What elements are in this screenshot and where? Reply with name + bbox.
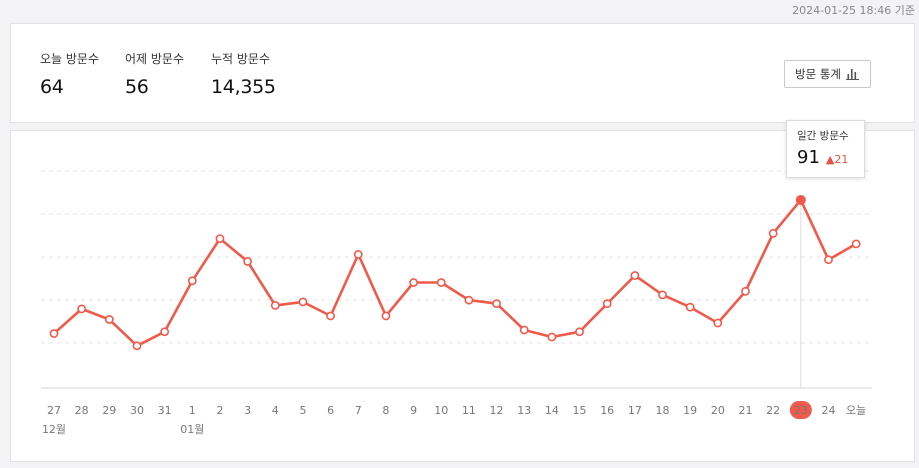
x-tick-label: 30 bbox=[130, 404, 144, 417]
data-point[interactable] bbox=[741, 286, 750, 296]
x-tick-label: 15 bbox=[573, 404, 587, 417]
data-point[interactable] bbox=[49, 329, 59, 338]
x-tick-label: 23 bbox=[794, 404, 808, 417]
tooltip-delta-value: 21 bbox=[834, 153, 849, 166]
data-point[interactable] bbox=[602, 299, 612, 309]
data-point[interactable] bbox=[768, 228, 778, 238]
timestamp: 2024-01-25 18:46 기준 bbox=[792, 4, 915, 17]
stat-yesterday-value: 56 bbox=[125, 76, 149, 98]
data-point[interactable] bbox=[243, 257, 253, 266]
stat-today-label: 오늘 방문수 bbox=[40, 52, 100, 66]
data-point[interactable] bbox=[270, 300, 280, 310]
tooltip-label: 일간 방문수 bbox=[797, 130, 849, 142]
x-tick-label: 17 bbox=[628, 404, 642, 417]
data-point[interactable] bbox=[132, 341, 142, 351]
x-tick-label: 24 bbox=[821, 404, 835, 417]
month-label: 01월 bbox=[180, 423, 204, 436]
data-point[interactable] bbox=[575, 327, 584, 337]
x-tick-label: 5 bbox=[299, 404, 306, 417]
x-tick-label: 11 bbox=[462, 404, 476, 417]
daily-visits-chart: 27 28 29 30 31 1 2 3 4 5 6 7 8 9 10 11 12 13 14 15 16 17 18 19 2… bbox=[41, 170, 872, 436]
tooltip-value: 91 bbox=[797, 147, 820, 168]
data-point[interactable] bbox=[409, 278, 418, 287]
data-point[interactable] bbox=[381, 311, 391, 321]
x-tick-label: 16 bbox=[600, 404, 614, 417]
stat-yesterday-label: 어제 방문수 bbox=[125, 52, 185, 66]
delta-up-icon: ▲ bbox=[825, 153, 835, 166]
visitor-summary-card: 오늘 방문수 64 어제 방문수 56 누적 방문수 14,355 방문 통계 bbox=[10, 23, 915, 123]
x-tick-label: 13 bbox=[517, 404, 531, 417]
data-point-highlighted[interactable] bbox=[795, 194, 806, 205]
x-tick-label: 31 bbox=[158, 404, 172, 417]
data-point[interactable] bbox=[519, 325, 529, 335]
data-point[interactable] bbox=[104, 315, 114, 324]
tooltip-delta: ▲21 bbox=[826, 153, 848, 166]
data-point[interactable] bbox=[685, 302, 695, 312]
x-tick-label: 3 bbox=[244, 404, 251, 417]
x-tick-highlight-badge bbox=[789, 401, 812, 419]
stat-yesterday: 어제 방문수 56 bbox=[125, 50, 184, 98]
visit-stats-button-label: 방문 통계 bbox=[795, 67, 841, 81]
x-tick-label: 1 bbox=[189, 404, 196, 417]
x-tick-label: 27 bbox=[47, 404, 61, 417]
data-point[interactable] bbox=[298, 297, 308, 307]
data-point[interactable] bbox=[187, 276, 197, 286]
x-tick-label: 6 bbox=[327, 404, 334, 417]
visit-stats-button[interactable]: 방문 통계 bbox=[784, 60, 871, 88]
x-tick-label: 9 bbox=[410, 404, 417, 417]
data-point[interactable] bbox=[436, 278, 446, 287]
x-tick-label: 오늘 bbox=[846, 404, 866, 417]
data-point[interactable] bbox=[851, 239, 861, 249]
data-point[interactable] bbox=[824, 255, 833, 265]
data-point[interactable] bbox=[77, 304, 87, 314]
data-point[interactable] bbox=[160, 327, 170, 337]
x-tick-label: 19 bbox=[683, 404, 697, 417]
data-point[interactable] bbox=[353, 250, 363, 259]
stat-total-value: 14,355 bbox=[211, 76, 276, 98]
x-tick-label: 21 bbox=[739, 404, 753, 417]
x-tick-label: 2 bbox=[216, 404, 223, 417]
x-tick-label: 10 bbox=[434, 404, 448, 417]
x-tick-label: 14 bbox=[545, 404, 559, 417]
stat-total-label: 누적 방문수 bbox=[211, 52, 271, 66]
data-point[interactable] bbox=[547, 332, 557, 342]
x-tick-label: 7 bbox=[355, 404, 362, 417]
data-point[interactable] bbox=[215, 234, 225, 244]
x-tick-label: 8 bbox=[382, 404, 389, 417]
month-label: 12월 bbox=[42, 423, 66, 436]
x-tick-label: 4 bbox=[272, 404, 279, 417]
data-point[interactable] bbox=[326, 311, 335, 321]
bar-chart-icon bbox=[846, 69, 859, 80]
x-tick-label: 28 bbox=[75, 404, 89, 417]
data-point[interactable] bbox=[630, 271, 640, 280]
data-point[interactable] bbox=[713, 318, 723, 328]
x-tick-label: 29 bbox=[102, 404, 116, 417]
data-point[interactable] bbox=[658, 290, 667, 300]
stat-today: 오늘 방문수 64 bbox=[40, 50, 99, 98]
stat-today-value: 64 bbox=[40, 76, 64, 98]
x-tick-label: 18 bbox=[656, 404, 670, 417]
x-tick-label: 22 bbox=[766, 404, 780, 417]
series-line bbox=[52, 198, 858, 348]
data-point[interactable] bbox=[464, 295, 474, 305]
data-point[interactable] bbox=[492, 299, 501, 309]
daily-visits-chart-panel: 27 28 29 30 31 1 2 3 4 5 6 7 8 9 10 11 12 13 14 15 16 17 18 19 2… bbox=[10, 120, 915, 462]
chart-tooltip: 일간 방문수 91 ▲21 bbox=[786, 120, 865, 178]
stat-total: 누적 방문수 14,355 bbox=[211, 50, 276, 98]
x-tick-label: 12 bbox=[490, 404, 504, 417]
x-tick-label: 20 bbox=[711, 404, 725, 417]
